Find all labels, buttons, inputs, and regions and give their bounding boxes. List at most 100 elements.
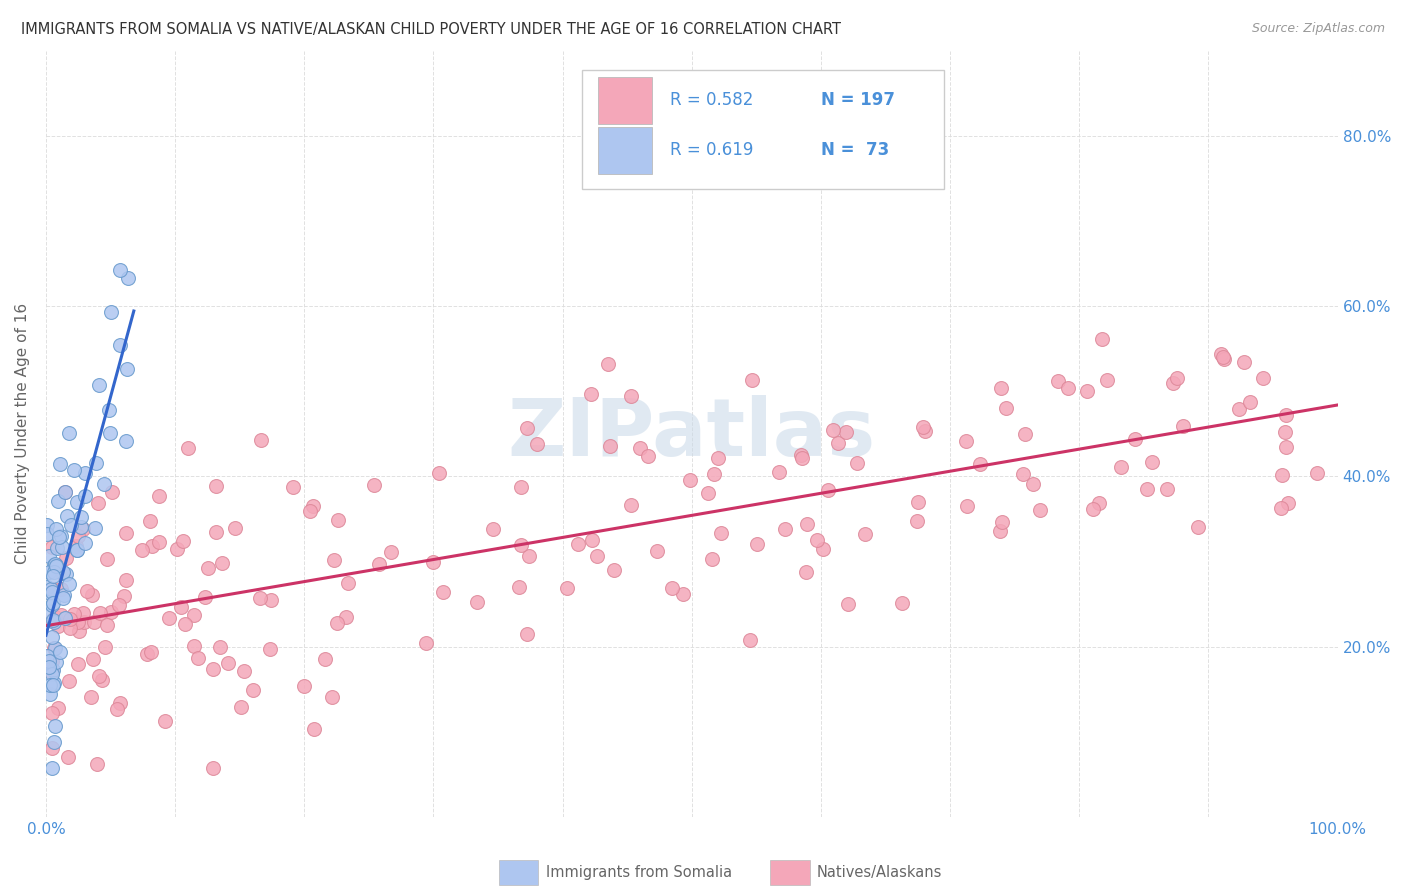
Point — [41, 666, 63, 681]
Point — [302, 500, 325, 514]
Point — [508, 580, 530, 594]
Point — [42, 615, 65, 630]
Point — [1076, 384, 1098, 398]
Point — [837, 597, 859, 611]
Point — [231, 700, 253, 714]
Point — [42, 676, 65, 690]
Point — [67, 529, 90, 543]
Point — [995, 401, 1018, 415]
Point — [170, 600, 193, 615]
Point — [41, 665, 63, 680]
Point — [44, 735, 66, 749]
Point — [197, 561, 219, 575]
Point — [1091, 332, 1114, 346]
Point — [51, 541, 73, 555]
Point — [696, 486, 718, 500]
Text: IMMIGRANTS FROM SOMALIA VS NATIVE/ALASKAN CHILD POVERTY UNDER THE AGE OF 16 CORR: IMMIGRANTS FROM SOMALIA VS NATIVE/ALASKA… — [21, 22, 841, 37]
Point — [58, 577, 80, 591]
Point — [259, 642, 281, 657]
Point — [49, 645, 72, 659]
Point — [138, 514, 160, 528]
Point — [75, 536, 97, 550]
Point — [112, 589, 135, 603]
FancyBboxPatch shape — [582, 70, 943, 188]
Point — [96, 551, 118, 566]
Point — [44, 641, 66, 656]
Point — [93, 640, 115, 655]
Point — [45, 522, 67, 536]
Point — [39, 678, 62, 692]
Point — [157, 610, 180, 624]
Point — [579, 386, 602, 401]
Point — [630, 442, 652, 456]
Point — [58, 674, 80, 689]
Point — [555, 581, 578, 595]
Point — [367, 557, 389, 571]
Point — [741, 373, 763, 387]
Point — [955, 434, 977, 448]
Point — [1270, 501, 1292, 516]
Point — [46, 494, 69, 508]
Point — [39, 582, 62, 597]
Text: ZIPatlas: ZIPatlas — [508, 395, 876, 473]
Point — [46, 541, 69, 556]
Point — [101, 485, 124, 500]
Point — [115, 573, 138, 587]
Point — [620, 389, 643, 403]
Point — [108, 696, 131, 710]
Point — [1227, 402, 1250, 417]
Point — [153, 714, 176, 729]
Point — [586, 549, 609, 563]
Point — [811, 541, 834, 556]
Point — [93, 477, 115, 491]
Point — [706, 450, 728, 465]
Point — [740, 632, 762, 647]
Point — [790, 448, 813, 462]
FancyBboxPatch shape — [598, 127, 652, 174]
Point — [201, 762, 224, 776]
Point — [49, 608, 72, 623]
Point — [141, 539, 163, 553]
Point — [44, 610, 66, 624]
Point — [91, 673, 114, 687]
Point — [281, 480, 304, 494]
Point — [148, 535, 170, 549]
Point — [672, 587, 695, 601]
Point — [56, 509, 79, 524]
Point — [52, 591, 75, 605]
Point — [907, 495, 929, 509]
Point — [700, 551, 723, 566]
Point — [1277, 496, 1299, 510]
Point — [187, 651, 209, 665]
Point — [432, 585, 454, 599]
Point — [988, 524, 1011, 539]
Point — [66, 615, 89, 629]
Point — [326, 513, 349, 527]
Text: Source: ZipAtlas.com: Source: ZipAtlas.com — [1251, 22, 1385, 36]
Point — [89, 606, 111, 620]
Point — [108, 262, 131, 277]
Point — [69, 519, 91, 533]
Point — [336, 575, 359, 590]
Point — [224, 521, 246, 535]
Point — [679, 473, 702, 487]
Point — [42, 596, 65, 610]
Point — [41, 741, 63, 756]
Text: R = 0.619: R = 0.619 — [669, 141, 754, 160]
Point — [806, 533, 828, 548]
Text: Immigrants from Somalia: Immigrants from Somalia — [546, 865, 731, 880]
Point — [827, 436, 849, 450]
Point — [67, 624, 90, 638]
Point — [60, 517, 83, 532]
Point — [41, 613, 63, 627]
Point — [890, 596, 912, 610]
Point — [422, 555, 444, 569]
Point — [481, 522, 503, 536]
Point — [1239, 395, 1261, 409]
Point — [1142, 455, 1164, 469]
Point — [183, 639, 205, 653]
Point — [183, 608, 205, 623]
Point — [969, 457, 991, 471]
Point — [1271, 468, 1294, 483]
Point — [914, 424, 936, 438]
